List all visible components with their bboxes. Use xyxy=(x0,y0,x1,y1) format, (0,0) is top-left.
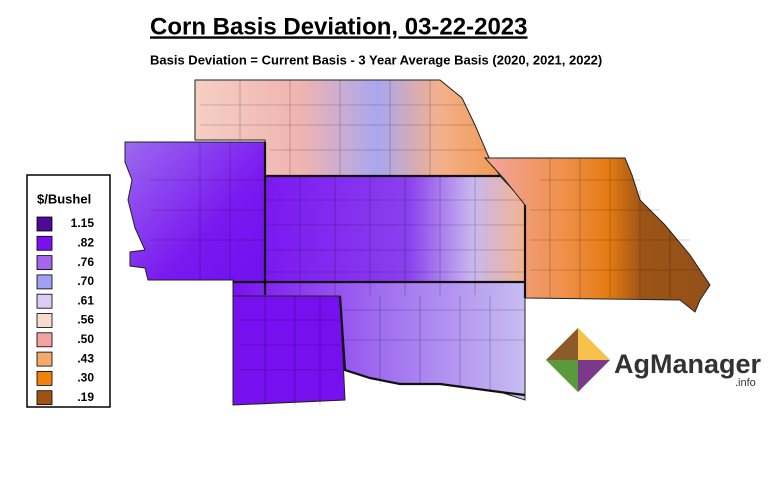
state-borders xyxy=(233,142,527,397)
colorado xyxy=(124,141,266,291)
legend-swatch xyxy=(36,390,53,406)
logo-part xyxy=(578,328,610,360)
legend-swatch xyxy=(36,216,53,232)
logo-part xyxy=(546,328,578,360)
title: Corn Basis Deviation, 03-22-2023 xyxy=(150,13,528,40)
map xyxy=(124,79,711,406)
legend-label: 1.15 xyxy=(71,216,95,230)
legend-label: .61 xyxy=(77,293,94,307)
oklahoma-panhandle xyxy=(232,295,346,406)
legend-label: .19 xyxy=(77,390,94,404)
legend-title: $/Bushel xyxy=(37,191,91,206)
logo-part xyxy=(578,360,610,392)
legend-box xyxy=(26,174,111,408)
legend-swatch xyxy=(36,293,53,309)
legend-label: .30 xyxy=(77,371,94,385)
kansas xyxy=(264,175,526,296)
legend-label: .43 xyxy=(77,351,94,365)
legend-label: .50 xyxy=(77,332,94,346)
logo-part xyxy=(546,360,578,392)
legend-swatch xyxy=(36,370,53,386)
legend-swatch xyxy=(36,255,53,271)
legend-swatch xyxy=(36,332,53,348)
legend-label: .70 xyxy=(77,274,94,288)
logo-name: AgManager xyxy=(614,349,762,379)
legend-swatch xyxy=(36,235,53,251)
logo: AgManager .info xyxy=(546,328,762,392)
legend-label: .56 xyxy=(77,313,94,327)
county-lines xyxy=(150,80,700,405)
legend-items: 1.15 .82 .76 .70 .61 .56 .50 .43 .30 .19 xyxy=(36,216,95,406)
legend-label: .82 xyxy=(77,235,94,249)
subtitle: Basis Deviation = Current Basis - 3 Year… xyxy=(150,52,602,67)
legend-label: .76 xyxy=(77,255,94,269)
legend-swatch xyxy=(36,274,53,290)
logo-suffix: .info xyxy=(735,377,756,389)
legend-swatch xyxy=(36,351,53,367)
legend-swatch xyxy=(36,313,53,328)
